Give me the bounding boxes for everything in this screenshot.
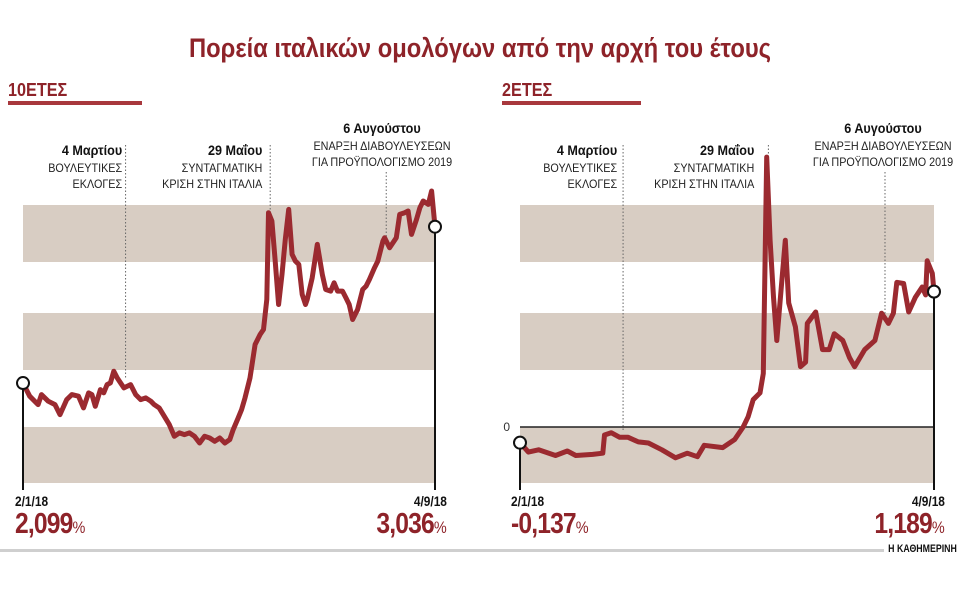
footer-rule xyxy=(0,549,884,552)
value-number: 2,099 xyxy=(15,508,73,540)
source-credit: Η ΚΑΘΗΜΕΡΙΝΗ xyxy=(888,543,957,555)
panel-title-rule xyxy=(502,101,641,105)
end-value-label: 1,189% xyxy=(875,508,945,541)
panel-title-10y: 10ΕΤΕΣ xyxy=(8,80,68,100)
annotation-line: ΣΥΝΤΑΓΜΑΤΙΚΗ xyxy=(181,161,262,175)
panel-title-2y: 2ΕΤΕΣ xyxy=(502,80,553,100)
value-number: -0,137 xyxy=(511,508,577,540)
background-band xyxy=(23,205,435,262)
unit-label: % xyxy=(72,518,86,537)
end-point-marker xyxy=(428,219,442,234)
annotation-line: ΒΟΥΛΕΥΤΙΚΕΣ xyxy=(543,161,617,175)
background-band xyxy=(520,205,934,262)
annotation-heading: 29 Μαΐου xyxy=(207,142,262,158)
annotation-heading: 4 Μαρτίου xyxy=(556,142,617,158)
annotation-line: ΕΝΑΡΞΗ ΔΙΑΒΟΥΛΕΥΣΕΩΝ xyxy=(814,139,952,153)
value-number: 1,189 xyxy=(874,508,933,540)
zero-tick-label: 0 xyxy=(503,420,510,434)
chart-title: Πορεία ιταλικών ομολόγων από την αρχή το… xyxy=(188,33,772,63)
annotation-line: ΓΙΑ ΠΡΟΫΠΟΛΟΓΙΣΜΟ 2019 xyxy=(311,155,453,169)
unit-label: % xyxy=(434,518,447,537)
annotation-line: ΓΙΑ ΠΡΟΫΠΟΛΟΓΙΣΜΟ 2019 xyxy=(812,155,954,169)
annotation-heading: 6 Αυγούστου xyxy=(343,120,421,136)
start-value-label: -0,137% xyxy=(511,508,589,541)
annotation-line: ΕΚΛΟΓΕΣ xyxy=(567,177,617,191)
start-point-marker xyxy=(513,435,527,450)
panel-title-rule xyxy=(8,101,142,105)
annotation-line: ΕΚΛΟΓΕΣ xyxy=(72,177,122,191)
annotation-august: 6 Αυγούστου ΕΝΑΡΞΗ ΔΙΑΒΟΥΛΕΥΣΕΩΝ ΓΙΑ ΠΡΟ… xyxy=(301,118,463,170)
annotation-may: 29 Μαΐου ΣΥΝΤΑΓΜΑΤΙΚΗ ΚΡΙΣΗ ΣΤΗΝ ΙΤΑΛΙΑ xyxy=(162,140,262,192)
annotation-line: ΣΥΝΤΑΓΜΑΤΙΚΗ xyxy=(673,161,754,175)
background-band xyxy=(520,313,934,370)
end-date-label: 4/9/18 xyxy=(413,493,447,509)
start-point-marker xyxy=(16,376,30,391)
annotation-march: 4 Μαρτίου ΒΟΥΛΕΥΤΙΚΕΣ ΕΚΛΟΓΕΣ xyxy=(48,140,122,192)
start-date-label: 2/1/18 xyxy=(15,493,49,509)
yield-line xyxy=(20,188,438,446)
annotation-line: ΕΝΑΡΞΗ ΔΙΑΒΟΥΛΕΥΣΕΩΝ xyxy=(313,139,451,153)
annotation-line: ΚΡΙΣΗ ΣΤΗΝ ΙΤΑΛΙΑ xyxy=(653,177,754,191)
annotation-march: 4 Μαρτίου ΒΟΥΛΕΥΤΙΚΕΣ ΕΚΛΟΓΕΣ xyxy=(543,140,617,192)
annotation-line: ΚΡΙΣΗ ΣΤΗΝ ΙΤΑΛΙΑ xyxy=(161,177,262,191)
annotation-may: 29 Μαΐου ΣΥΝΤΑΓΜΑΤΙΚΗ ΚΡΙΣΗ ΣΤΗΝ ΙΤΑΛΙΑ xyxy=(654,140,754,192)
start-date-label: 2/1/18 xyxy=(511,493,545,509)
annotation-heading: 6 Αυγούστου xyxy=(844,120,922,136)
background-band xyxy=(23,313,435,370)
yield-line xyxy=(517,154,937,461)
unit-label: % xyxy=(932,518,945,537)
annotation-heading: 4 Μαρτίου xyxy=(61,142,122,158)
annotation-august: 6 Αυγούστου ΕΝΑΡΞΗ ΔΙΑΒΟΥΛΕΥΣΕΩΝ ΓΙΑ ΠΡΟ… xyxy=(802,118,960,170)
unit-label: % xyxy=(575,518,589,537)
end-value-label: 3,036% xyxy=(377,508,447,541)
annotation-heading: 29 Μαΐου xyxy=(699,142,754,158)
start-value-label: 2,099% xyxy=(15,508,85,541)
value-number: 3,036 xyxy=(376,508,435,540)
end-date-label: 4/9/18 xyxy=(911,493,945,509)
end-point-marker xyxy=(927,284,941,299)
annotation-line: ΒΟΥΛΕΥΤΙΚΕΣ xyxy=(48,161,122,175)
